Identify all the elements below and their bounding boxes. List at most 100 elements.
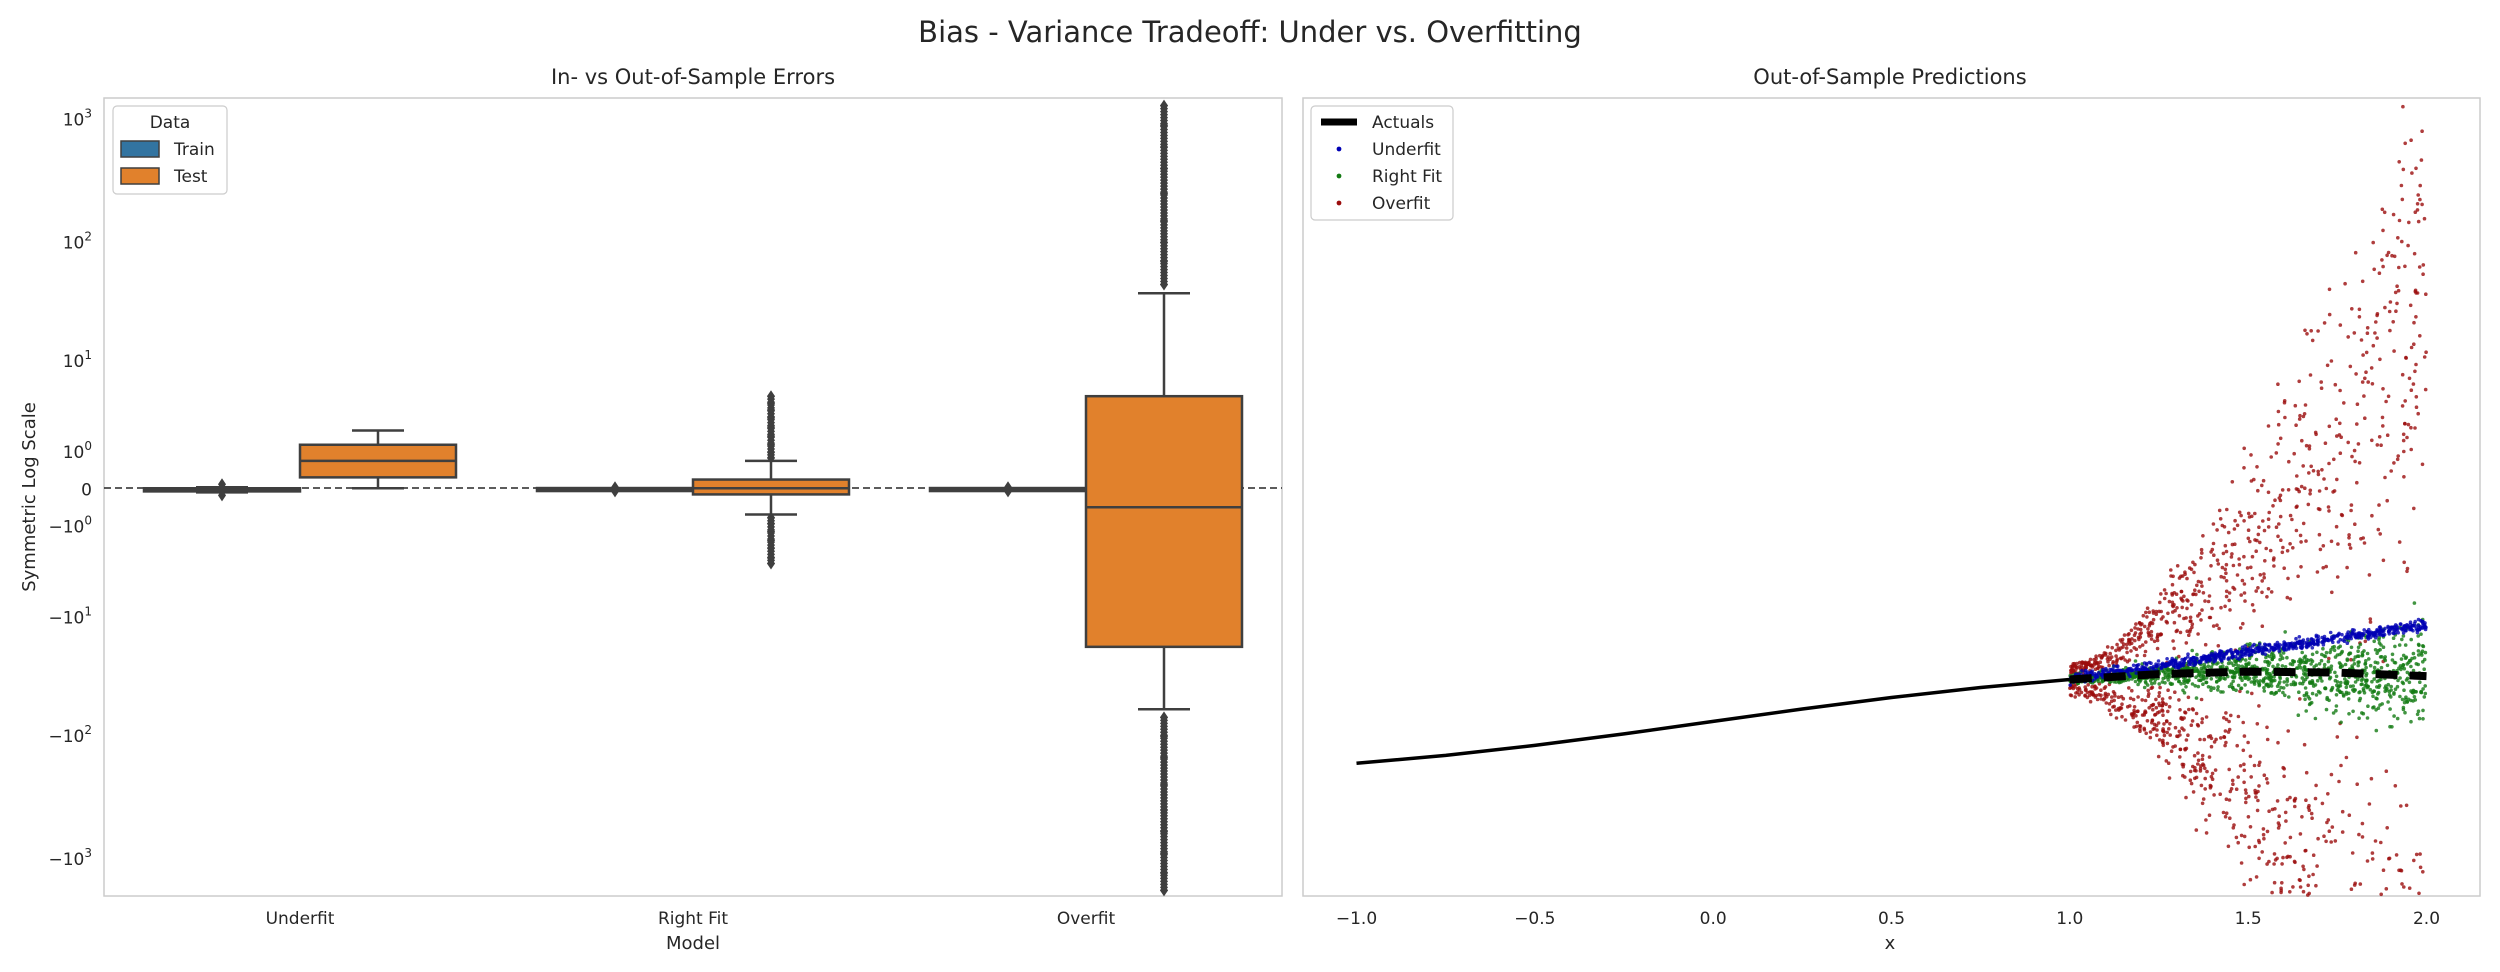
- overfit-point: [2355, 402, 2360, 407]
- overfit-point: [2164, 759, 2169, 763]
- underfit-point: [2418, 626, 2423, 631]
- overfit-point: [2243, 599, 2247, 603]
- left-x-axis-label: Model: [666, 933, 720, 954]
- overfit-point: [2384, 887, 2389, 891]
- right-fit-point: [2395, 684, 2400, 689]
- overfit-point: [2242, 466, 2246, 470]
- overfit-point: [2274, 451, 2279, 455]
- underfit-point: [2346, 630, 2350, 634]
- overfit-point: [2120, 702, 2124, 706]
- overfit-point: [2285, 797, 2290, 802]
- overfit-point: [2277, 814, 2281, 818]
- right-fit-point: [2297, 690, 2301, 694]
- right-fit-point: [2402, 688, 2406, 692]
- x-tick-overfit: Overfit: [1057, 909, 1116, 929]
- right-plot-frame: [1302, 97, 2481, 897]
- overfit-point: [2156, 632, 2160, 637]
- right-fit-point: [2296, 713, 2301, 717]
- right-fit-point: [2209, 688, 2213, 693]
- overfit-point: [2203, 642, 2208, 647]
- overfit-point: [2124, 646, 2129, 650]
- overfit-point: [2191, 790, 2196, 794]
- right-fit-point: [2212, 686, 2216, 690]
- overfit-point: [2075, 690, 2080, 694]
- left-y-tick-4: 0: [81, 480, 92, 500]
- underfit-point: [2156, 659, 2161, 663]
- overfit-point: [2332, 457, 2336, 462]
- underfit-point: [2247, 653, 2251, 658]
- overfit-point: [2290, 517, 2294, 522]
- overfit-point: [2411, 382, 2416, 386]
- overfit-point: [2413, 426, 2417, 430]
- overfit-point: [2142, 624, 2147, 629]
- right-fit-point: [2303, 697, 2307, 702]
- overfit-point: [2127, 686, 2131, 690]
- overfit-point: [2268, 548, 2273, 553]
- overfit-point: [2127, 632, 2131, 636]
- overfit-point: [2371, 240, 2375, 245]
- overfit-point: [2272, 880, 2277, 885]
- overfit-point: [2177, 698, 2181, 702]
- overfit-point: [2231, 782, 2235, 786]
- overfit-point: [2301, 521, 2306, 526]
- overfit-point: [2385, 826, 2389, 830]
- overfit-point: [2402, 475, 2406, 479]
- underfit-point: [2134, 671, 2138, 675]
- underfit-point: [2402, 624, 2406, 629]
- underfit-point: [2235, 656, 2239, 660]
- overfit-point: [2260, 483, 2264, 488]
- overfit-point: [2184, 795, 2188, 800]
- underfit-point: [2260, 650, 2265, 654]
- underfit-point: [2093, 677, 2097, 681]
- overfit-point: [2257, 784, 2261, 788]
- right-fit-point: [2311, 684, 2316, 688]
- right-fit-point: [2409, 719, 2413, 724]
- box-elements: [142, 99, 1244, 897]
- overfit-point: [2232, 527, 2237, 531]
- overfit-point: [2231, 585, 2235, 590]
- overfit-point: [2094, 693, 2098, 698]
- underfit-point: [2421, 619, 2425, 624]
- left-y-tick-1: −102: [48, 723, 92, 747]
- overfit-point: [2142, 713, 2146, 717]
- underfit-point: [2381, 629, 2386, 633]
- overfit-point: [2204, 715, 2209, 719]
- legend-label-overfit: Overfit: [1372, 194, 1431, 214]
- right-fit-point: [2221, 690, 2225, 694]
- overfit-point: [2378, 532, 2382, 536]
- overfit-point: [2326, 792, 2330, 796]
- overfit-point: [2347, 813, 2352, 817]
- right-fit-point: [2400, 697, 2405, 702]
- overfit-point: [2135, 653, 2139, 658]
- overfit-point: [2200, 801, 2205, 806]
- overfit-point: [2187, 566, 2192, 570]
- right-fit-point: [2393, 644, 2397, 649]
- overfit-point: [2382, 210, 2387, 215]
- legend-label-train: Train: [173, 140, 215, 160]
- overfit-point: [2334, 417, 2338, 422]
- overfit-point: [2134, 622, 2138, 626]
- overfit-point: [2206, 599, 2211, 604]
- overfit-point: [2399, 183, 2404, 188]
- overfit-point: [2265, 829, 2270, 834]
- overfit-point: [2188, 778, 2193, 782]
- overfit-point: [2358, 882, 2363, 886]
- right-fit-point: [2262, 686, 2266, 690]
- overfit-point: [2136, 635, 2141, 640]
- left-x-tick-labels: Underfit Right Fit Overfit: [266, 909, 1116, 929]
- overfit-point: [2284, 819, 2288, 823]
- overfit-point: [2303, 486, 2307, 491]
- overfit-point: [2094, 654, 2098, 658]
- overfit-point: [2203, 599, 2207, 603]
- overfit-point: [2196, 758, 2201, 763]
- overfit-point: [2157, 701, 2161, 706]
- overfit-point: [2203, 776, 2207, 781]
- overfit-point: [2272, 852, 2277, 856]
- overfit-point: [2253, 538, 2257, 542]
- overfit-point: [2103, 653, 2108, 657]
- overfit-point: [2282, 566, 2286, 570]
- underfit-point: [2176, 665, 2180, 670]
- overfit-point: [2298, 413, 2302, 418]
- overfit-point: [2190, 719, 2195, 723]
- overfit-point: [2279, 538, 2283, 542]
